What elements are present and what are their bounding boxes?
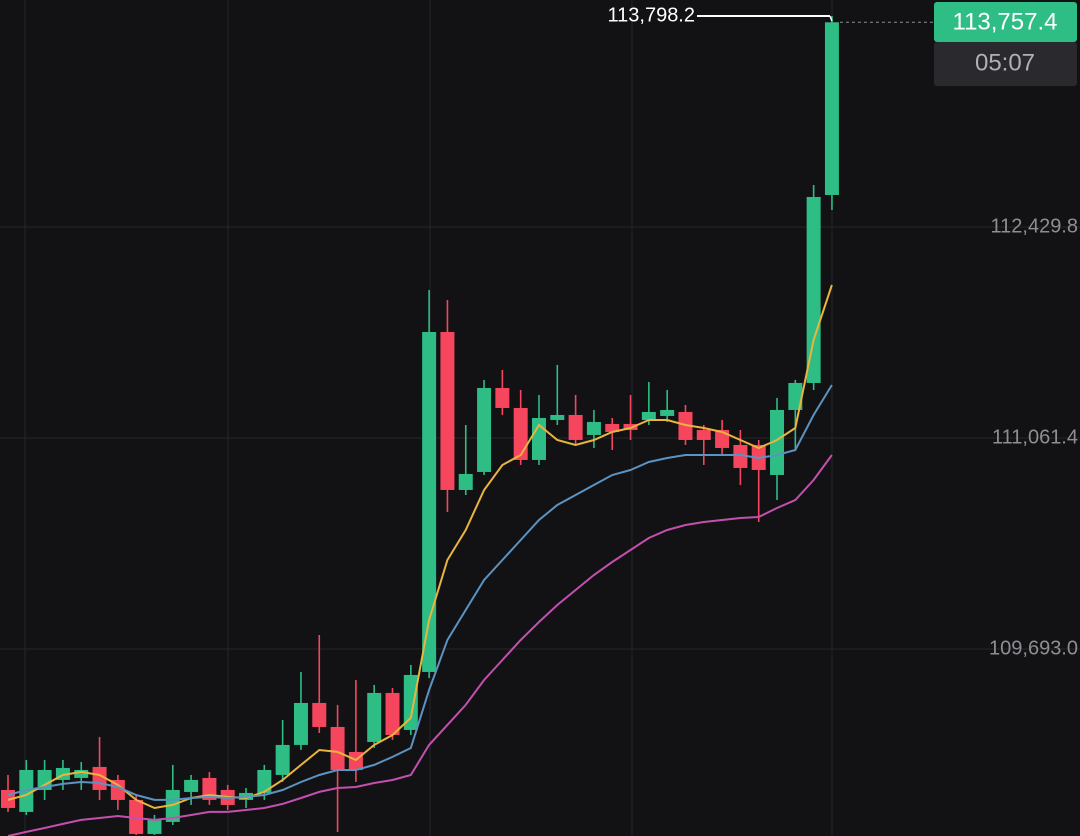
- candle-body: [110, 779, 125, 800]
- candle-body: [477, 387, 492, 472]
- candle-body: [37, 769, 52, 790]
- candle-body: [147, 819, 162, 834]
- candle-body: [440, 331, 455, 490]
- countdown: 05:07: [975, 49, 1035, 76]
- ma-line: [7, 284, 833, 810]
- candle-body: [641, 411, 656, 420]
- candle-body: [660, 409, 675, 416]
- candle-body: [330, 726, 345, 770]
- candle-body: [696, 429, 711, 440]
- price-tag: [934, 2, 1077, 42]
- ma-line: [7, 384, 833, 801]
- countdown-box: [934, 42, 1077, 86]
- candle-body: [312, 702, 327, 727]
- ma-line: [7, 454, 833, 836]
- candle-body: [513, 407, 528, 460]
- candle-body: [293, 702, 308, 745]
- candle-body: [605, 423, 620, 432]
- candle-body: [806, 196, 821, 383]
- candle-body: [165, 789, 180, 822]
- candle-body: [55, 767, 70, 780]
- candle-body: [824, 22, 839, 195]
- candle-body: [257, 769, 272, 793]
- candle-body: [495, 387, 510, 408]
- candle-body: [458, 473, 473, 490]
- candle-body: [788, 382, 803, 410]
- candle-body: [568, 414, 583, 440]
- y-tick-label: 111,061.4: [992, 426, 1078, 448]
- y-tick-label: 112,429.8: [991, 215, 1079, 237]
- candle-body: [385, 692, 400, 735]
- candle-body: [422, 331, 437, 672]
- candle-body: [733, 444, 748, 468]
- candle-body: [586, 421, 601, 435]
- price-tag-label: 113,757.4: [953, 8, 1058, 35]
- candle-body: [367, 692, 382, 742]
- high-label: 113,798.2: [608, 4, 696, 26]
- candle-body: [184, 779, 199, 792]
- candle-body: [770, 409, 785, 475]
- y-tick-label: 109,693.0: [989, 637, 1078, 659]
- high-marker-tick: [829, 15, 833, 22]
- candle-body: [129, 799, 144, 834]
- candle-body: [74, 769, 89, 778]
- candle-body: [403, 674, 418, 730]
- candle-body: [275, 744, 290, 775]
- candle-body: [550, 414, 565, 420]
